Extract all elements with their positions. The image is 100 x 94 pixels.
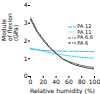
html-text:PA 12: PA 12 <box>77 23 92 29</box>
svg-text:2: 2 <box>24 37 28 44</box>
svg-text:3: 3 <box>24 19 28 26</box>
svg-text:60: 60 <box>65 78 73 85</box>
svg-text:40: 40 <box>52 78 60 85</box>
svg-text:0: 0 <box>29 78 33 85</box>
svg-text:Moduleof flexion(GPa): Moduleof flexion(GPa) <box>0 13 19 41</box>
html-text:PA 6,6: PA 6,6 <box>77 34 93 40</box>
html-text:PA 6: PA 6 <box>77 39 89 46</box>
svg-text:100: 100 <box>89 78 100 85</box>
svg-text:1: 1 <box>24 55 28 62</box>
svg-text:0: 0 <box>24 72 28 79</box>
svg-text:4: 4 <box>24 1 28 8</box>
html-text:PA 11: PA 11 <box>77 28 92 35</box>
svg-text:20: 20 <box>39 78 47 85</box>
svg-text:80: 80 <box>78 78 86 85</box>
svg-text:Relative humidity (%): Relative humidity (%) <box>30 87 95 94</box>
